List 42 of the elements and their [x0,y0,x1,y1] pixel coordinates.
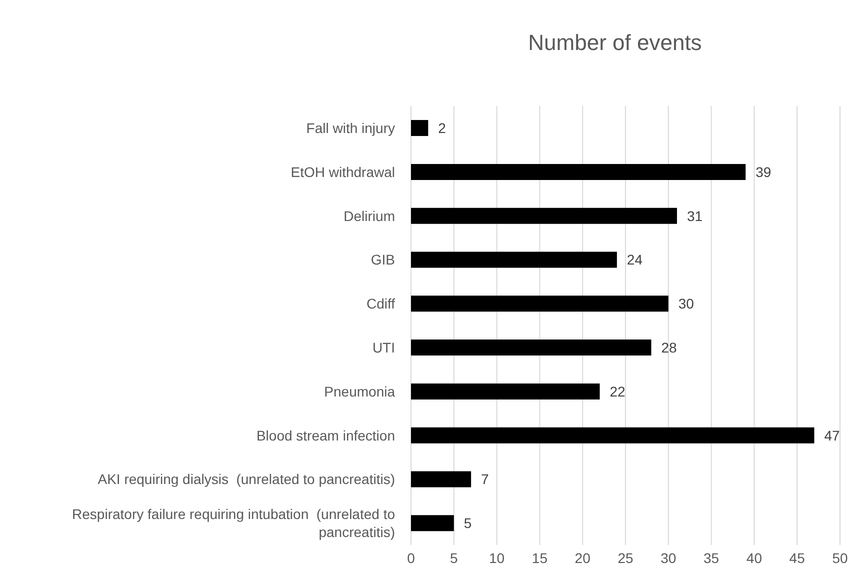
y-tick-label: AKI requiring dialysis (unrelated to pancreatitis) [98,471,396,488]
x-tick-label: 45 [789,550,806,566]
x-tick-label: 35 [704,550,720,566]
y-tick-label: EtOH withdrawal [290,164,396,180]
bar [411,164,746,180]
y-tick-label: Pneumonia [324,383,396,400]
bar [411,208,677,224]
x-tick-label: 10 [489,550,505,566]
y-tick-label: Cdiff [366,296,396,312]
x-tick-label: 5 [450,550,458,566]
x-tick-label: 20 [574,550,591,566]
data-label: 47 [824,427,840,444]
bar [411,120,428,136]
x-tick-label: 30 [660,550,676,566]
x-tick-label: 15 [532,550,548,566]
x-tick-label: 40 [746,550,762,566]
x-tick-label: 25 [618,550,634,566]
data-label: 39 [756,164,772,180]
bar [411,515,454,532]
y-tick-label: GIB [370,252,396,268]
bar [411,471,472,488]
data-label: 24 [626,252,643,268]
bar [411,383,600,400]
x-tick-label: 0 [407,550,416,566]
bar [411,340,652,356]
y-tick-label: UTI [372,339,396,356]
x-tick-label: 50 [832,550,848,566]
y-tick-label: Respiratory failure requiring intubation (unrelated to pancreatitis) [72,506,396,540]
data-label: 22 [610,383,626,400]
bar [411,252,617,268]
y-tick-label: Delirium [344,208,396,224]
bar [411,427,814,444]
bar [411,296,668,312]
data-label: 30 [678,296,694,312]
y-tick-label: Fall with injury [306,120,396,136]
data-label: 31 [686,208,703,224]
data-label: 5 [464,515,472,532]
data-label: 7 [481,471,490,488]
y-tick-label: Blood stream infection [256,427,396,444]
data-label: 2 [438,120,446,136]
data-label: 28 [661,340,678,356]
chart-title: Number of events [527,29,703,57]
